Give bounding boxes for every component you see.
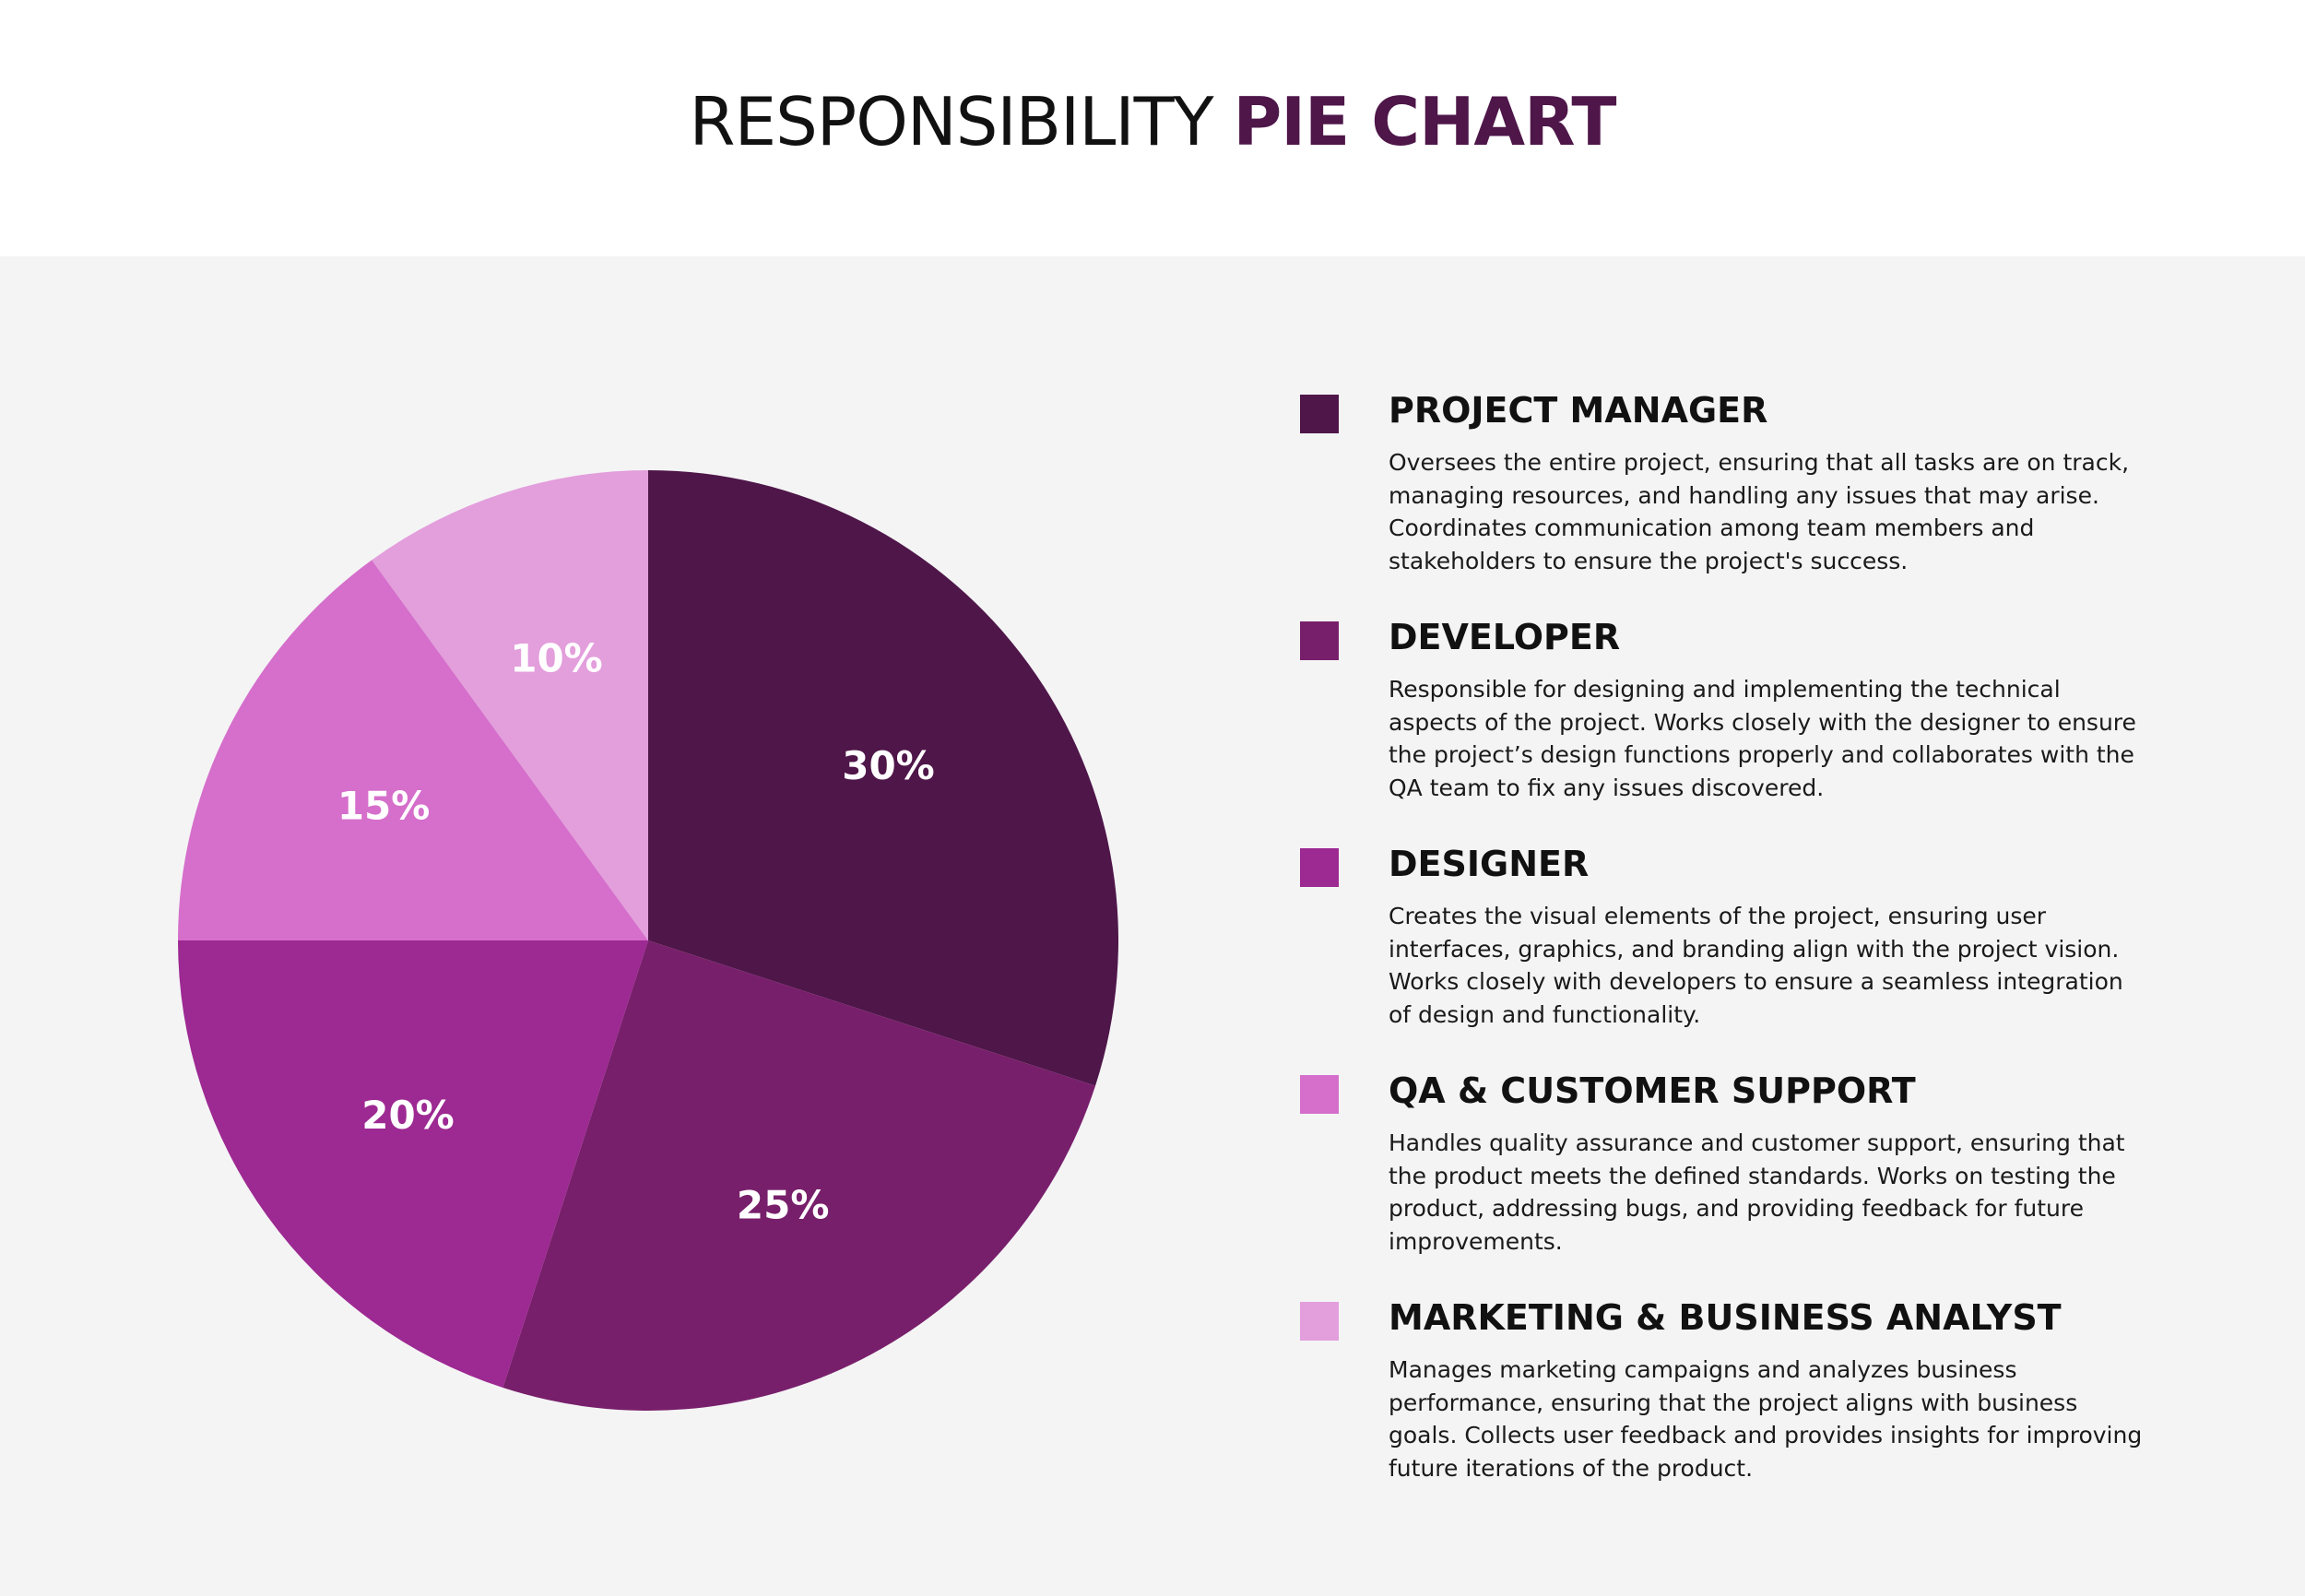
legend-item: DESIGNER Creates the visual elements of … — [1300, 832, 2130, 1058]
pie-slice — [178, 560, 648, 940]
legend-item: DEVELOPER Responsible for designing and … — [1300, 605, 2136, 832]
page-title: RESPONSIBILITY PIE CHART — [0, 77, 2305, 166]
header: RESPONSIBILITY PIE CHART — [0, 0, 2305, 256]
legend-item: PROJECT MANAGER Oversees the entire proj… — [1300, 378, 2130, 605]
slice-value-label: 10% — [510, 635, 603, 680]
legend-description: Handles quality assurance and customer s… — [1389, 1129, 2125, 1255]
legend-title: DEVELOPER — [1389, 617, 1621, 657]
legend-swatch — [1300, 1302, 1339, 1341]
slice-value-label: 25% — [737, 1182, 830, 1227]
pie-slice — [178, 940, 648, 1389]
slice-value-label: 30% — [842, 743, 935, 788]
legend-description: Oversees the entire project, ensuring th… — [1389, 449, 2130, 574]
title-accent: PIE CHART — [1233, 83, 1616, 160]
legend-description: Responsible for designing and implementi… — [1389, 676, 2136, 801]
legend-swatch — [1300, 621, 1339, 660]
legend: PROJECT MANAGER Oversees the entire proj… — [1300, 378, 2142, 1512]
slice-value-label: 15% — [337, 783, 431, 828]
legend-swatch — [1300, 395, 1339, 433]
legend-title: PROJECT MANAGER — [1389, 390, 1768, 431]
pie-chart: 30% 25% 20% 15% 10% — [178, 470, 1119, 1412]
slice-value-label: 20% — [361, 1093, 455, 1138]
pie-slice — [502, 940, 1096, 1412]
legend-swatch — [1300, 1075, 1339, 1114]
legend-item: QA & CUSTOMER SUPPORT Handles quality as… — [1300, 1058, 2130, 1285]
title-main: RESPONSIBILITY — [689, 83, 1214, 160]
legend-item: MARKETING & BUSINESS ANALYST Manages mar… — [1300, 1285, 2142, 1512]
legend-title: DESIGNER — [1389, 844, 1590, 884]
legend-description: Manages marketing campaigns and analyzes… — [1389, 1356, 2143, 1482]
pie-slice — [648, 470, 1119, 1086]
legend-swatch — [1300, 848, 1339, 887]
legend-description: Creates the visual elements of the proje… — [1389, 903, 2123, 1028]
legend-title: MARKETING & BUSINESS ANALYST — [1389, 1297, 2062, 1338]
pie-slice — [372, 470, 648, 940]
legend-title: QA & CUSTOMER SUPPORT — [1389, 1070, 1916, 1111]
